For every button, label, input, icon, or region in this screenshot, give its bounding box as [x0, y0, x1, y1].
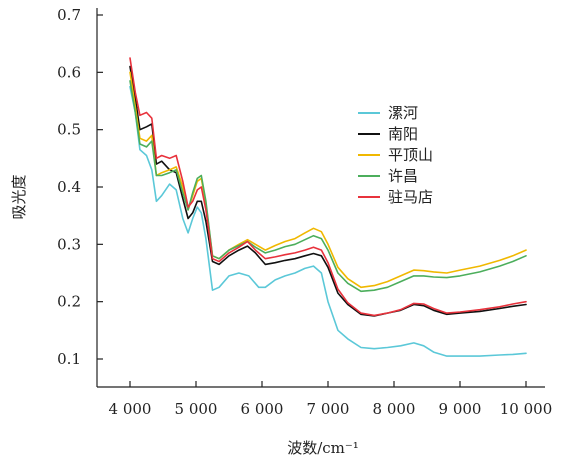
y-tick-label: 0.5 [57, 121, 81, 139]
series-line [129, 71, 527, 289]
y-tick-label: 0.1 [57, 350, 81, 368]
x-tick-label: 10 000 [500, 400, 553, 418]
x-tick-label: 7 000 [307, 400, 350, 418]
legend-label: 平顶山 [388, 146, 433, 164]
y-tick-label: 0.7 [57, 6, 81, 24]
x-tick-label: 9 000 [439, 400, 482, 418]
series-line [129, 57, 527, 317]
axes [96, 8, 545, 388]
legend-label: 漯河 [388, 104, 418, 122]
y-axis-ticks: 0.1 0.2 0.3 0.4 0.5 0.6 0.7 [57, 6, 103, 368]
y-tick-label: 0.4 [57, 178, 81, 196]
legend-label: 许昌 [388, 167, 418, 185]
legend-label: 南阳 [388, 125, 418, 143]
x-axis-title: 波数/cm⁻¹ [287, 439, 359, 457]
plot-area [129, 57, 527, 357]
y-tick-label: 0.2 [57, 293, 81, 311]
x-tick-label: 4 000 [109, 400, 152, 418]
x-tick-label: 5 000 [175, 400, 218, 418]
x-axis-ticks: 4 000 5 000 6 000 7 000 8 000 9 000 10 000 [109, 381, 553, 418]
y-tick-label: 0.3 [57, 235, 81, 253]
series-line [129, 80, 527, 293]
y-axis-title: 吸光度 [10, 174, 28, 219]
series-line [129, 65, 527, 317]
series-line [129, 85, 527, 357]
legend-label: 驻马店 [388, 188, 433, 206]
y-tick-label: 0.6 [57, 63, 81, 81]
x-tick-label: 6 000 [241, 400, 284, 418]
x-tick-label: 8 000 [373, 400, 416, 418]
